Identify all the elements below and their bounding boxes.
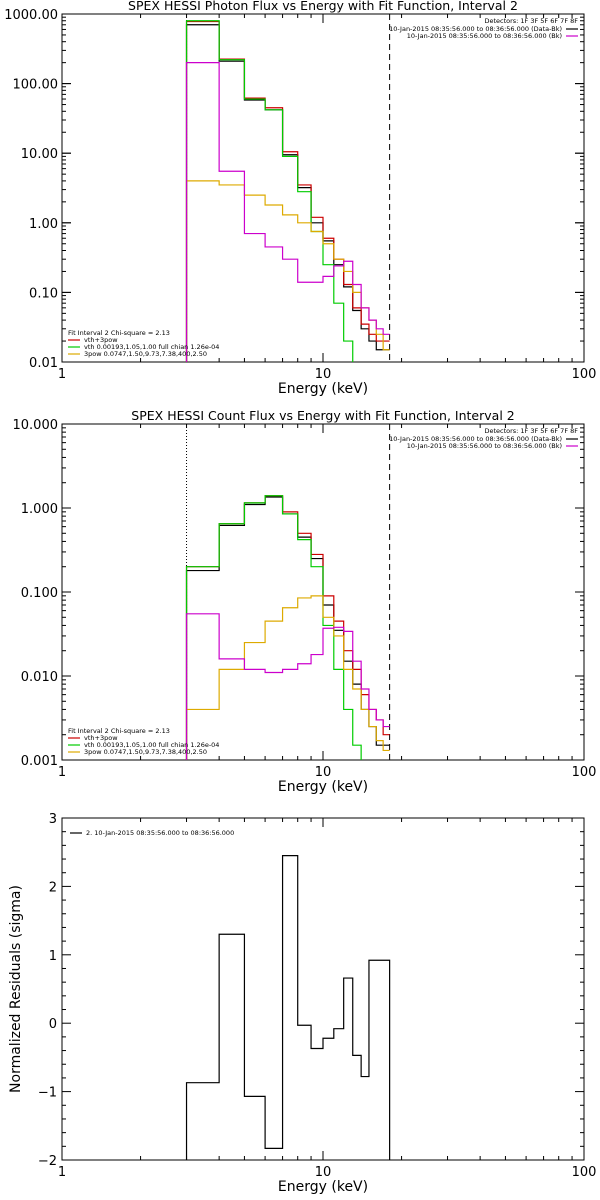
chart-3: 1 10 100 Energy (keV) −2 −1 0 1 2 3 Normalized Res…: [8, 812, 596, 1195]
legend-entry-label: 10-Jan-2015 08:35:56.000 to 08:36:56.000…: [407, 442, 562, 450]
y-tick-label: 100.00: [13, 78, 59, 93]
y-tick-label: −2: [38, 1154, 57, 1169]
series-bk: [185, 613, 390, 760]
series-vth-3pow: [185, 495, 390, 760]
x-tick-label: 100: [572, 1165, 597, 1180]
series-3pow: [185, 595, 390, 760]
chart-2: SPEX HESSI Count Flux vs Energy with Fit…: [13, 408, 597, 795]
legend-entry-label: 3pow 0.0747,1.50,9.73,7.38,400,2.50: [84, 350, 207, 358]
y-tick-label: 1: [49, 949, 57, 964]
x-tick-label: 1: [58, 367, 66, 382]
legend-entry-label: vth 0.00193,1.05,1.00 full chian 1.26e-0…: [84, 741, 219, 749]
plot-frame: [61, 817, 585, 1161]
y-tick-label: 0: [49, 1017, 57, 1032]
legend-entry-label: vth+3pow: [84, 336, 118, 344]
svg-text:Fit Interval 2 Chi-square =: Fit Interval 2 Chi-square = 2.13: [68, 727, 170, 735]
y-tick-label: 0.001: [21, 754, 58, 769]
x-axis-label: Energy (keV): [278, 779, 368, 795]
legend-entry-label: 10-Jan-2015 08:35:56.000 to 08:36:56.000…: [389, 435, 562, 443]
series-3pow: [185, 180, 390, 362]
legend-entry-label: vth+3pow: [84, 734, 118, 742]
x-tick-label: 10: [315, 1165, 332, 1180]
legend-entry-label: vth 0.00193,1.05,1.00 full chian 1.26e-0…: [84, 343, 219, 351]
y-tick-label: 1000.00: [4, 8, 58, 23]
legend-entry-label: 10-Jan-2015 08:35:56.000 to 08:36:56.000…: [407, 32, 562, 40]
y-tick-label: −1: [38, 1086, 57, 1101]
y-tick-label: 0.10: [29, 286, 58, 301]
y-axis-ticks: [62, 13, 584, 363]
chart-1: SPEX HESSI Photon Flux vs Energy with Fi…: [4, 0, 597, 397]
y-tick-label: 3: [49, 812, 57, 827]
series-2-10-jan-2015-08-35-56-000-to-08-36-56-000: [185, 855, 391, 1160]
plot-frame: [61, 13, 585, 363]
legend-fit: Fit Interval 2 Chi-square = 2.13vth+3pow…: [68, 329, 219, 358]
x-axis-label: Energy (keV): [278, 1179, 368, 1195]
legend-entry-label: 2. 10-Jan-2015 08:35:56.000 to 08:36:56.…: [86, 829, 234, 837]
legend-residuals: 2. 10-Jan-2015 08:35:56.000 to 08:36:56.…: [70, 829, 234, 837]
x-axis-ticks: [61, 14, 585, 362]
series-vth: [185, 20, 354, 362]
y-tick-label: 2: [49, 880, 57, 895]
y-axis-ticks: [62, 423, 584, 761]
x-tick-label: 100: [572, 765, 597, 780]
x-tick-label: 10: [315, 367, 332, 382]
legend-entry-label: 10-Jan-2015 08:35:56.000 to 08:36:56.000…: [389, 25, 562, 33]
y-tick-label: 0.100: [21, 586, 58, 601]
x-tick-label: 1: [58, 1165, 66, 1180]
legend-detectors: Detectors: 1F 3F 5F 6F 7F 8F10-Jan-2015 …: [389, 17, 578, 40]
x-tick-label: 1: [58, 765, 66, 780]
chart-title: SPEX HESSI Photon Flux vs Energy with Fi…: [128, 0, 518, 13]
legend-fit: Fit Interval 2 Chi-square = 2.13vth+3pow…: [68, 727, 219, 756]
series-bk: [185, 62, 390, 362]
series-data-bk: [185, 496, 390, 760]
x-axis-label: Energy (keV): [278, 381, 368, 397]
y-tick-label: 1.00: [29, 217, 58, 232]
y-tick-label: 10.000: [13, 418, 59, 433]
chart-title: SPEX HESSI Count Flux vs Energy with Fit…: [131, 408, 514, 423]
svg-text:Detectors: 1F 3F 5F 6F 7F 8F: Detectors: 1F 3F 5F 6F 7F 8F: [484, 17, 578, 25]
series-data-bk: [185, 24, 390, 362]
series-vth: [185, 495, 362, 760]
y-tick-label: 10.00: [21, 147, 58, 162]
svg-text:Detectors: 1F 3F 5F 6F 7F 8F: Detectors: 1F 3F 5F 6F 7F 8F: [484, 427, 578, 435]
legend-entry-label: 3pow 0.0747,1.50,9.73,7.38,400,2.50: [84, 748, 207, 756]
x-axis-ticks: [61, 818, 585, 1160]
y-axis-label: Normalized Residuals (sigma): [8, 885, 24, 1093]
x-tick-label: 10: [315, 765, 332, 780]
y-tick-label: 1.000: [21, 502, 58, 517]
y-tick-label: 0.01: [29, 356, 58, 371]
y-tick-label: 0.010: [21, 670, 58, 685]
legend-detectors: Detectors: 1F 3F 5F 6F 7F 8F10-Jan-2015 …: [389, 427, 578, 450]
svg-text:Fit Interval 2 Chi-square =: Fit Interval 2 Chi-square = 2.13: [68, 329, 170, 337]
y-axis-ticks: [62, 817, 584, 1161]
x-tick-label: 100: [572, 367, 597, 382]
